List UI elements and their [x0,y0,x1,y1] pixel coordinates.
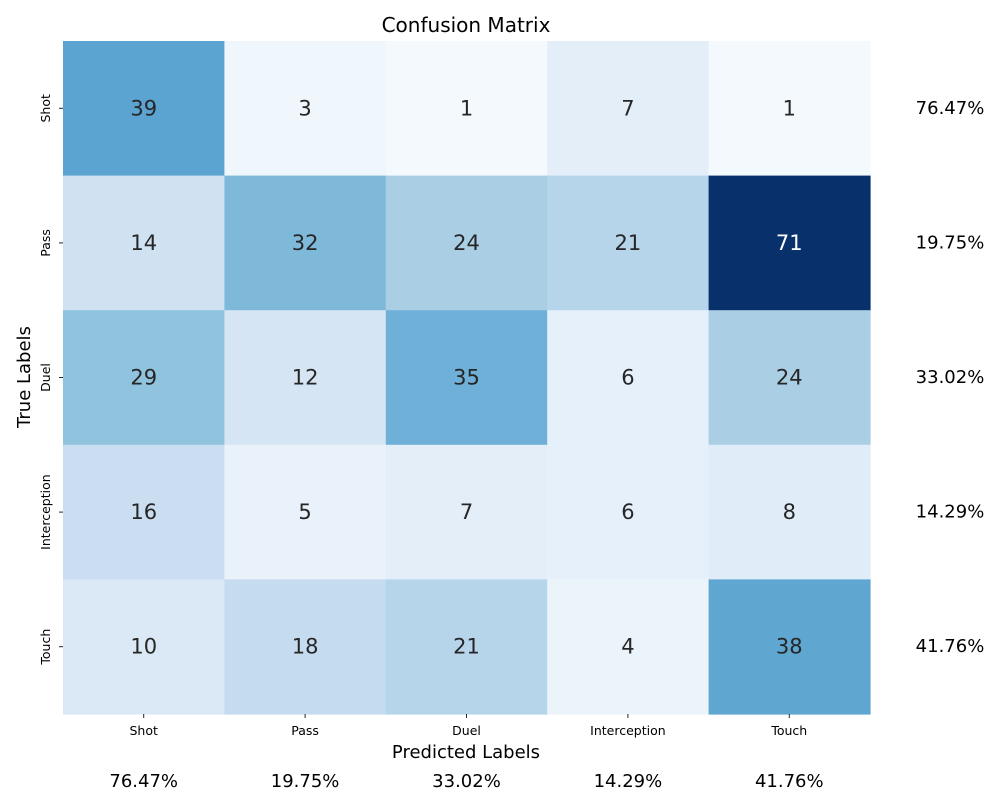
heatmap-cell [224,310,387,446]
cell-value-label: 29 [130,366,157,390]
cell-value-label: 32 [292,231,319,255]
cell-value-label: 12 [292,366,319,390]
column-accuracy-label: 19.75% [271,771,340,792]
cell-value-label: 35 [453,366,480,390]
row-accuracy-label: 14.29% [916,502,985,523]
cell-value-label: 16 [130,500,157,524]
y-tick-label: Shot [38,94,53,123]
heatmap-cell [63,41,225,177]
cell-value-label: 24 [453,231,480,255]
heatmap-cell [224,579,387,715]
row-accuracy-labels: 76.47% 19.75% 33.02% 14.29% 41.76% [916,98,985,657]
cell-value-label: 8 [783,500,796,524]
x-axis-label: Predicted Labels [392,742,540,763]
heatmap-cell [224,444,387,580]
heatmap-cell [547,310,710,446]
row-accuracy-label: 41.76% [916,636,985,657]
cell-value-label: 6 [621,500,634,524]
heatmap-cell [224,41,387,177]
cell-value-label: 4 [621,635,634,659]
row-accuracy-label: 76.47% [916,98,985,119]
cell-value-label: 7 [460,500,473,524]
row-accuracy-label: 33.02% [916,367,985,388]
cell-value-label: 1 [460,96,473,120]
cell-value-label: 14 [130,231,157,255]
column-accuracy-label: 41.76% [755,771,824,792]
row-accuracy-label: 19.75% [916,232,985,253]
heatmap-cell [708,579,871,715]
heatmap-cell [708,310,871,446]
cell-value-label: 39 [130,96,157,120]
heatmap-cell [708,41,871,177]
cell-value-label: 6 [621,366,634,390]
heatmap-cell [385,444,548,580]
heatmap-cell [224,175,387,311]
heatmap-cell [63,444,225,580]
x-tick-label: Interception [590,723,666,738]
x-tick-label: Pass [291,723,319,738]
x-tick-label: Duel [452,723,481,738]
cell-value-label: 71 [776,231,803,255]
chart-title: Confusion Matrix [382,13,551,37]
column-accuracy-labels: 76.47% 19.75% 33.02% 14.29% 41.76% [109,771,823,792]
heatmap-cell [708,175,871,311]
heatmap-cell [385,41,548,177]
heatmap-cell [385,175,548,311]
heatmap-cell [63,175,225,311]
heatmap-cell [547,444,710,580]
x-tick-label: Shot [129,723,158,738]
heatmap-cell [547,579,710,715]
cell-value-label: 24 [776,366,803,390]
cell-value-label: 21 [615,231,642,255]
column-accuracy-label: 76.47% [109,771,178,792]
cell-value-label: 18 [292,635,319,659]
y-tick-label: Duel [38,363,53,392]
cell-value-label: 5 [298,500,311,524]
cell-value-label: 7 [621,96,634,120]
cell-value-label: 10 [130,635,157,659]
heatmap-cell [708,444,871,580]
x-tick-label: Touch [770,723,807,738]
y-tick-labels: Shot Pass Duel Interception Touch [38,94,63,666]
column-accuracy-label: 33.02% [432,771,501,792]
heatmap-cell [63,579,225,715]
cell-value-label: 3 [298,96,311,120]
heatmap-cell [385,579,548,715]
heatmap-cells [63,41,871,715]
heatmap-cell [63,310,225,446]
y-tick-label: Touch [38,629,53,666]
y-tick-label: Interception [38,474,53,550]
cell-value-label: 38 [776,635,803,659]
x-tick-labels: Shot Pass Duel Interception Touch [129,714,807,738]
column-accuracy-label: 14.29% [594,771,663,792]
cell-value-label: 21 [453,635,480,659]
y-axis-label: True Labels [14,326,35,429]
heatmap-cell [547,41,710,177]
heatmap-cell [385,310,548,446]
heatmap-cell [547,175,710,311]
y-tick-label: Pass [38,229,53,257]
cell-value-label: 1 [783,96,796,120]
